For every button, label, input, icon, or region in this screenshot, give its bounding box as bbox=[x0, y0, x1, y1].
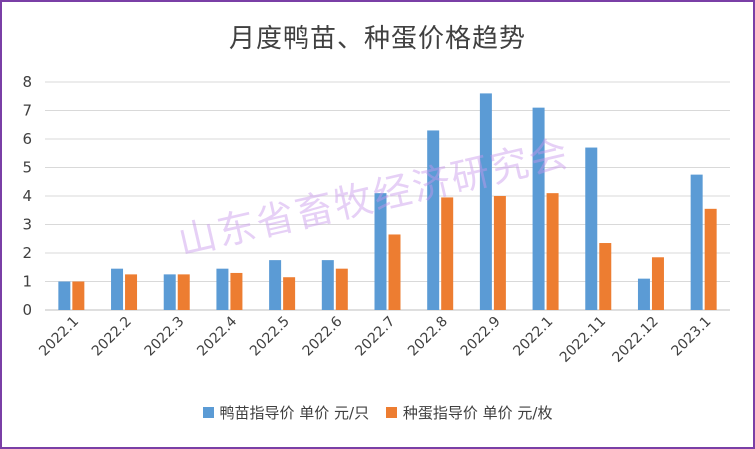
x-tick-label: 2023.1 bbox=[669, 314, 715, 360]
bar-duckling-2022.5 bbox=[269, 260, 282, 310]
bar-egg-2022.11 bbox=[599, 243, 612, 310]
y-tick-label: 7 bbox=[22, 102, 32, 120]
legend-label-duckling: 鸭苗指导价 单价 元/只 bbox=[219, 404, 370, 422]
bar-egg-2022.4 bbox=[230, 272, 243, 310]
x-tick-label: 2022.8 bbox=[405, 314, 451, 360]
legend-label-egg: 种蛋指导价 单价 元/枚 bbox=[402, 404, 553, 422]
bar-duckling-2022.11 bbox=[585, 147, 598, 310]
x-tick-label: 2022.11 bbox=[557, 314, 609, 366]
x-tick-label: 2022.6 bbox=[300, 313, 346, 359]
x-tick-label: 2022.12 bbox=[610, 314, 662, 366]
y-tick-label: 6 bbox=[22, 130, 32, 148]
bar-duckling-2022.12 bbox=[637, 278, 650, 310]
y-tick-label: 8 bbox=[22, 73, 32, 91]
bar-duckling-2022.7 bbox=[374, 193, 387, 310]
x-tick-label: 2022.5 bbox=[247, 314, 293, 360]
bar-egg-2022.8 bbox=[441, 197, 454, 310]
legend-item-duckling: 鸭苗指导价 单价 元/只 bbox=[202, 402, 370, 423]
y-tick-label: 1 bbox=[22, 273, 32, 291]
y-tick-label: 4 bbox=[22, 187, 32, 205]
chart-title: 月度鸭苗、种蛋价格趋势 bbox=[228, 24, 526, 54]
bar-duckling-2022.3 bbox=[163, 274, 176, 310]
y-tick-label: 3 bbox=[22, 216, 32, 234]
bar-duckling-2022.1 bbox=[58, 281, 71, 310]
bar-duckling-2022.4 bbox=[216, 268, 229, 310]
bar-duckling-2022.9 bbox=[479, 93, 492, 311]
bar-egg-2022.12 bbox=[651, 257, 664, 310]
bar-duckling-2023.1 bbox=[690, 174, 703, 310]
legend-swatch-duckling bbox=[202, 407, 214, 418]
bar-duckling-2022.1 bbox=[532, 107, 545, 311]
x-tick-label: 2022.3 bbox=[142, 314, 188, 360]
bar-egg-2022.1 bbox=[546, 193, 559, 310]
bar-egg-2022.6 bbox=[335, 268, 348, 310]
bar-egg-2022.3 bbox=[177, 274, 190, 310]
bar-duckling-2022.6 bbox=[321, 260, 334, 310]
y-tick-label: 0 bbox=[22, 301, 32, 319]
x-tick-label: 2022.1 bbox=[36, 314, 82, 360]
x-tick-label: 2022.7 bbox=[352, 314, 398, 360]
bar-duckling-2022.2 bbox=[111, 268, 124, 310]
y-tick-label: 5 bbox=[22, 159, 32, 177]
bar-egg-2022.7 bbox=[388, 234, 401, 310]
x-tick-label: 2022.1 bbox=[510, 314, 556, 360]
bar-egg-2023.1 bbox=[704, 208, 717, 310]
legend-item-egg: 种蛋指导价 单价 元/枚 bbox=[385, 402, 553, 423]
x-tick-label: 2022.9 bbox=[458, 314, 504, 360]
chart-legend: 鸭苗指导价 单价 元/只 种蛋指导价 单价 元/枚 bbox=[0, 402, 755, 423]
x-tick-label: 2022.4 bbox=[194, 313, 240, 359]
legend-swatch-egg bbox=[385, 407, 397, 418]
bar-egg-2022.2 bbox=[125, 274, 138, 310]
bar-duckling-2022.8 bbox=[427, 130, 440, 310]
bar-egg-2022.1 bbox=[72, 281, 85, 310]
y-tick-label: 2 bbox=[22, 244, 32, 262]
bar-egg-2022.9 bbox=[493, 196, 506, 310]
x-tick-label: 2022.2 bbox=[89, 314, 135, 360]
bar-egg-2022.5 bbox=[283, 277, 296, 310]
